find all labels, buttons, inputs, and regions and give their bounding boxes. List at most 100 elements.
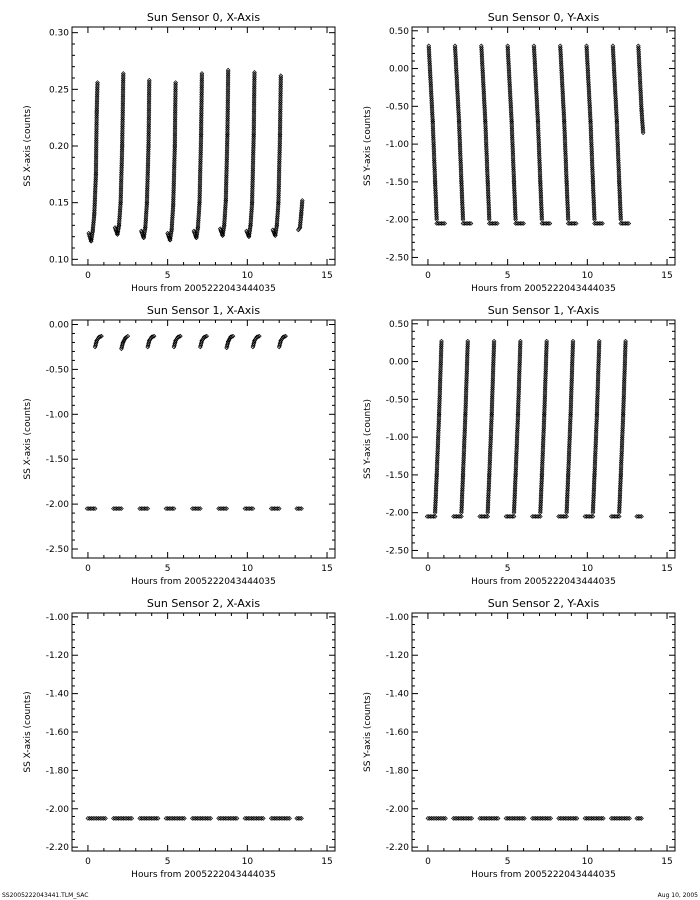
data-point: [256, 333, 262, 339]
data-point: [511, 514, 517, 519]
y-tick-label: 0.50: [389, 320, 409, 330]
plot-frame: [71, 319, 336, 559]
data-segment: [112, 71, 126, 237]
y-tick-label: -0.50: [386, 395, 410, 405]
data-point: [129, 816, 135, 821]
data-segment: [539, 221, 553, 226]
data-point: [225, 67, 231, 73]
data-point: [564, 514, 569, 519]
data-point: [278, 73, 284, 79]
x-tick-label: 10: [242, 564, 254, 574]
y-tick-label: -0.50: [386, 102, 410, 112]
data-segment: [163, 816, 187, 821]
y-tick-label: -1.00: [386, 140, 410, 150]
y-tick-label: 0.20: [49, 142, 69, 152]
x-axis-label: Hours from 2005222043444035: [471, 284, 616, 294]
data-point: [469, 816, 475, 821]
y-axis-label: SS Y-axis (counts): [363, 106, 373, 186]
data-segment: [137, 816, 161, 821]
y-tick-label: -1.50: [46, 455, 70, 465]
data-point: [544, 338, 550, 344]
data-segment: [565, 221, 579, 226]
data-point: [208, 816, 214, 821]
data-point: [547, 221, 553, 226]
data-segment: [513, 221, 526, 226]
y-tick-label: -2.00: [386, 805, 410, 815]
data-point: [125, 333, 131, 339]
y-tick-label: -2.00: [46, 500, 70, 510]
data-point: [640, 130, 646, 136]
data-point: [565, 217, 571, 223]
data-segment: [424, 514, 438, 519]
data-point: [570, 338, 576, 344]
x-tick-label: 10: [582, 271, 594, 281]
x-tick-label: 5: [165, 857, 171, 867]
data-point: [623, 338, 628, 344]
x-tick-label: 10: [242, 271, 254, 281]
x-axis-label: Hours from 2005222043444035: [471, 577, 616, 587]
y-tick-label: 0.00: [389, 65, 409, 75]
data-segment: [634, 816, 644, 821]
data-segment: [425, 816, 448, 821]
data-point: [99, 333, 104, 339]
x-tick-label: 5: [505, 271, 511, 281]
data-segment: [452, 43, 466, 223]
y-tick-label: -2.00: [386, 216, 410, 226]
y-tick-label: -1.80: [386, 766, 410, 776]
y-tick-label: -2.20: [46, 843, 70, 853]
data-segment: [486, 221, 500, 226]
data-point: [537, 514, 543, 519]
y-tick-label: -1.50: [386, 178, 410, 188]
data-point: [600, 221, 605, 226]
data-segment: [268, 816, 292, 821]
y-tick-label: 0.15: [49, 199, 69, 209]
plot-frame: [411, 612, 676, 852]
x-axis-label: Hours from 2005222043444035: [471, 870, 616, 880]
data-segment: [531, 43, 545, 223]
x-tick-label: 0: [425, 271, 431, 281]
y-axis-label: SS Y-axis (counts): [363, 692, 373, 772]
data-segment: [250, 333, 262, 350]
plot-frame: [71, 612, 336, 852]
data-point: [95, 80, 100, 85]
data-segment: [608, 514, 622, 519]
data-segment: [137, 506, 151, 511]
footer-filename: SS2005222043441.TLM_SAC: [2, 892, 89, 899]
y-axis-label: SS X-axis (counts): [23, 105, 33, 186]
chart-title: Sun Sensor 1, X-Axis: [147, 304, 260, 317]
x-tick-label: 10: [582, 564, 594, 574]
y-axis-label: SS Y-axis (counts): [363, 399, 373, 479]
x-tick-label: 5: [505, 857, 511, 867]
data-point: [197, 506, 203, 511]
data-segment: [119, 333, 131, 352]
data-segment: [270, 73, 284, 238]
data-point: [443, 816, 448, 821]
data-segment: [276, 333, 288, 350]
y-tick-label: 0.10: [49, 255, 69, 265]
x-tick-label: 0: [85, 857, 91, 867]
data-point: [151, 333, 157, 339]
y-tick-label: -2.50: [386, 546, 410, 556]
data-point: [230, 333, 236, 339]
x-tick-label: 0: [85, 564, 91, 574]
data-point: [434, 217, 440, 223]
x-tick-label: 5: [505, 564, 511, 574]
data-segment: [84, 506, 98, 511]
chart-title: Sun Sensor 2, Y-Axis: [488, 597, 600, 610]
data-point: [204, 333, 210, 339]
data-point: [465, 338, 471, 344]
y-tick-label: -1.20: [386, 651, 410, 661]
data-point: [287, 816, 292, 821]
data-point: [592, 217, 597, 223]
data-point: [522, 816, 527, 821]
data-segment: [165, 80, 178, 243]
data-point: [618, 217, 624, 223]
data-segment: [511, 338, 523, 516]
data-segment: [426, 43, 440, 223]
data-segment: [190, 506, 203, 511]
data-segment: [608, 816, 632, 821]
data-segment: [556, 816, 580, 821]
data-segment: [268, 506, 282, 511]
x-tick-label: 15: [661, 857, 672, 867]
data-point: [459, 514, 464, 519]
